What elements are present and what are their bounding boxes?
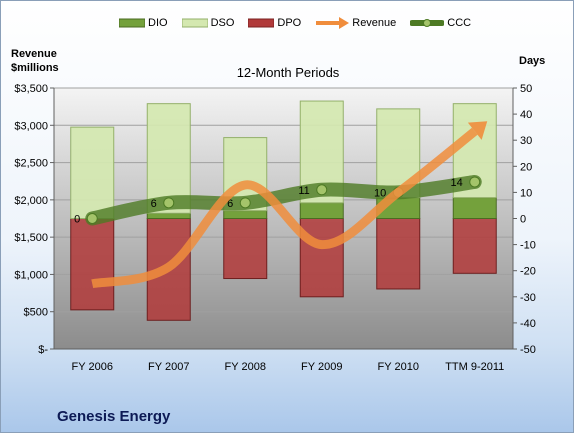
- ccc-data-label: 10: [374, 187, 386, 199]
- left-tick-label: $2,000: [14, 195, 48, 207]
- bar-dpo: [299, 218, 344, 298]
- bar-dso: [70, 126, 115, 219]
- left-axis-title-line1: Revenue: [11, 48, 57, 60]
- left-tick-label: $2,500: [14, 158, 48, 170]
- ccc-point: [86, 213, 98, 224]
- legend-swatch-revenue: [316, 17, 350, 29]
- legend-item-dio: DIO: [119, 17, 168, 29]
- category-label: TTM 9-2011: [445, 361, 504, 373]
- right-tick-label: 10: [520, 187, 532, 199]
- legend-label-dio: DIO: [148, 17, 168, 29]
- legend-swatch-dio: [119, 18, 145, 28]
- right-tick-label: -40: [520, 318, 536, 330]
- revenue-arrowhead: [467, 121, 488, 140]
- legend-swatch-dpo: [248, 18, 275, 28]
- left-tick-label: $1,000: [14, 269, 48, 281]
- right-tick-label: -30: [520, 292, 536, 304]
- bar-dio: [299, 202, 344, 219]
- left-tick-label: $-: [38, 344, 48, 356]
- ccc-point: [469, 176, 481, 188]
- right-tick-label: 50: [520, 83, 532, 95]
- category-label: FY 2009: [301, 361, 342, 373]
- right-tick-label: -50: [520, 344, 536, 356]
- right-tick-label: 20: [520, 161, 532, 173]
- ccc-data-label: 6: [151, 198, 157, 210]
- legend-swatch-dso: [181, 18, 208, 28]
- bar-dpo: [376, 218, 421, 290]
- ccc-point: [163, 197, 175, 209]
- legend-item-dso: DSO: [181, 17, 235, 29]
- revenue-line: [91, 127, 478, 289]
- left-axis-title-line2: $millions: [11, 62, 59, 74]
- bar-dpo: [452, 218, 497, 274]
- right-tick-label: 30: [520, 135, 532, 147]
- legend-item-revenue: Revenue: [315, 17, 396, 29]
- legend-item-ccc: CCC: [410, 17, 471, 29]
- right-axis-title: Days: [519, 55, 546, 67]
- category-label: FY 2007: [148, 361, 189, 373]
- left-axis-title: Revenue $millions: [11, 47, 59, 75]
- ccc-data-label: 11: [298, 185, 309, 197]
- bar-dpo: [223, 218, 268, 280]
- left-tick-label: $3,500: [14, 83, 48, 95]
- right-tick-label: 40: [520, 109, 532, 121]
- bar-dio: [452, 197, 497, 219]
- bar-dio: [146, 212, 191, 219]
- legend-swatch-ccc: [410, 19, 445, 27]
- ccc-point: [316, 184, 328, 196]
- legend-label-dpo: DPO: [277, 17, 302, 29]
- left-tick-label: $3,000: [14, 120, 48, 132]
- ccc-point: [239, 197, 251, 209]
- company-name: Genesis Energy: [57, 408, 171, 425]
- legend-label-revenue: Revenue: [352, 17, 397, 29]
- legend-label-ccc: CCC: [447, 17, 472, 29]
- bar-dso: [146, 103, 191, 214]
- category-label: FY 2010: [378, 361, 419, 373]
- legend-label-dso: DSO: [210, 17, 235, 29]
- left-tick-label: $1,500: [14, 232, 48, 244]
- chart-title: 12-Month Periods: [236, 65, 340, 80]
- right-tick-label: -20: [520, 266, 536, 278]
- category-label: FY 2006: [72, 361, 113, 373]
- left-tick-label: $500: [24, 307, 48, 319]
- chart-legend: DIO DSO DPO Revenue CCC: [119, 15, 485, 31]
- ccc-data-label: 0: [74, 214, 80, 226]
- bar-dio: [223, 210, 268, 219]
- category-label: FY 2008: [225, 361, 266, 373]
- right-tick-label: -10: [520, 240, 536, 252]
- right-tick-label: 0: [520, 214, 526, 226]
- ccc-data-label: 6: [227, 198, 233, 210]
- legend-item-dpo: DPO: [248, 17, 301, 29]
- ccc-data-label: 14: [451, 177, 463, 189]
- bar-dpo: [70, 218, 115, 311]
